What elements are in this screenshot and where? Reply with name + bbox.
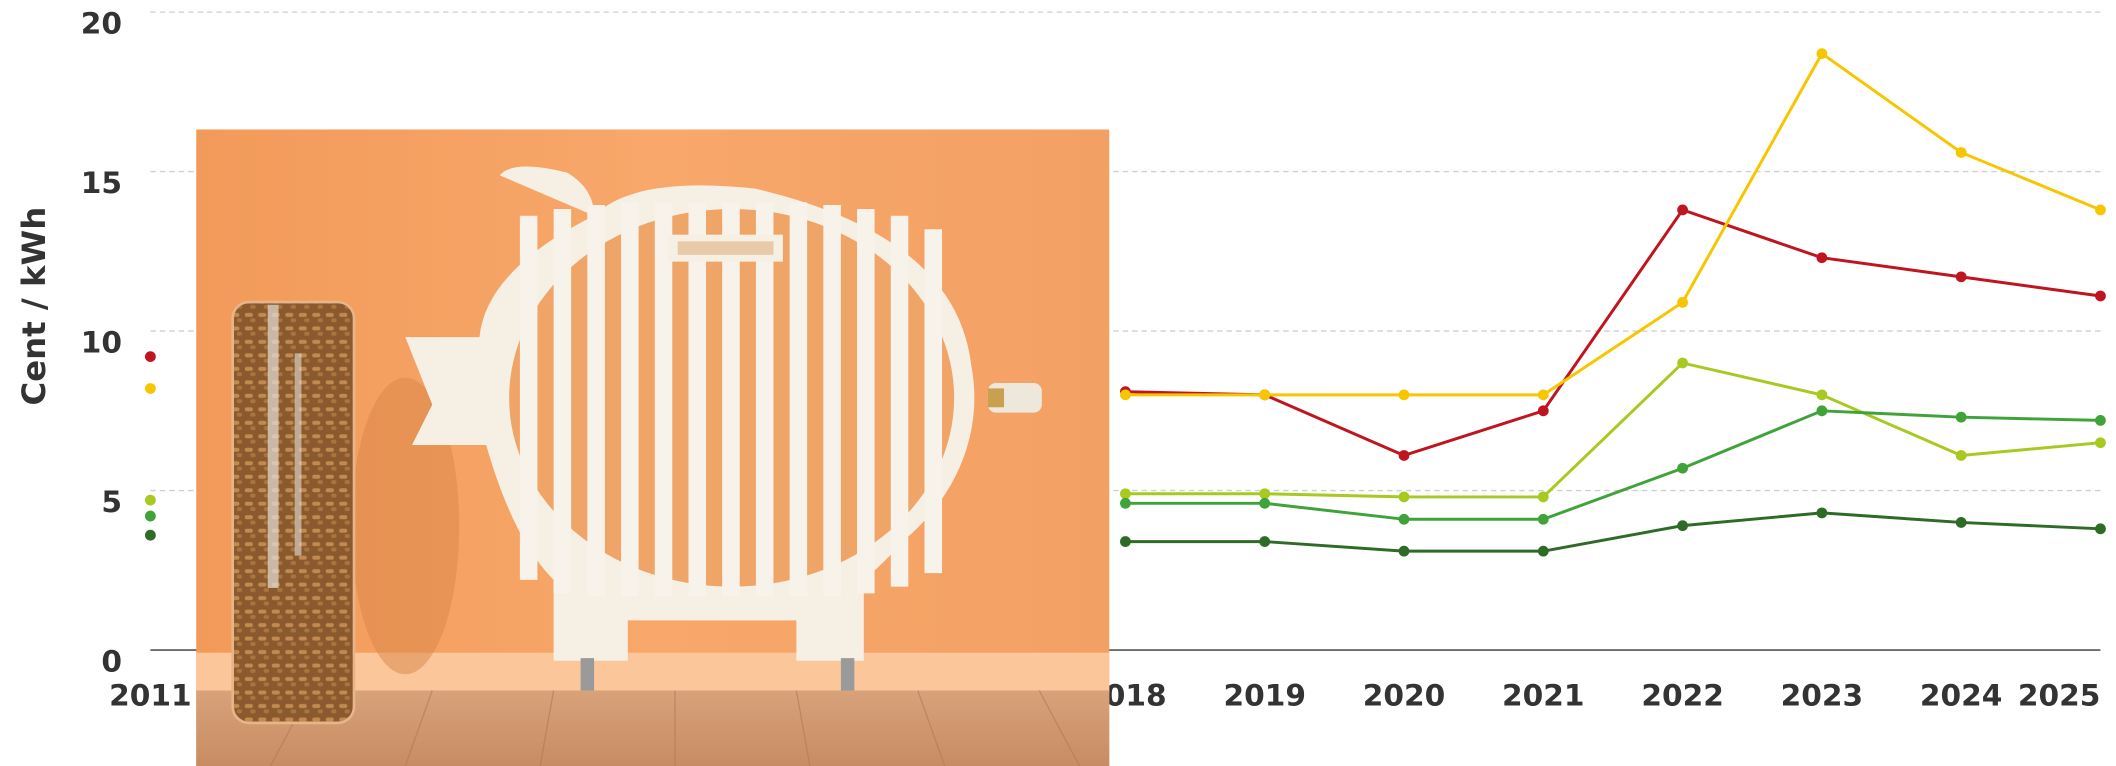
x-tick-label: 2011	[109, 677, 192, 712]
data-point	[1677, 296, 1688, 308]
y-tick-label: 20	[81, 6, 122, 41]
data-point	[1120, 497, 1131, 509]
data-point	[1677, 462, 1688, 474]
data-point	[1677, 357, 1688, 369]
data-point	[1816, 405, 1828, 417]
x-tick-label: 2020	[1363, 677, 1446, 712]
data-point	[2095, 523, 2106, 535]
data-point	[1398, 450, 1410, 461]
data-point	[1398, 491, 1410, 503]
x-tick-label: 2022	[1641, 677, 1724, 712]
photo	[196, 129, 1110, 766]
data-point	[1816, 507, 1828, 519]
data-point	[145, 383, 156, 394]
data-point	[1259, 536, 1271, 547]
data-point	[145, 510, 156, 522]
data-point	[1537, 405, 1549, 417]
data-point	[2095, 204, 2106, 216]
data-point	[1537, 513, 1549, 525]
data-point	[1537, 545, 1549, 557]
y-tick-label: 5	[101, 484, 122, 519]
data-point	[1398, 513, 1410, 525]
y-tick-label: 0	[101, 644, 122, 679]
data-point	[145, 494, 156, 506]
data-point	[1955, 517, 1967, 528]
data-point	[1398, 389, 1410, 401]
data-point	[2095, 290, 2106, 302]
y-tick-label: 10	[81, 325, 122, 360]
data-point	[1955, 147, 1967, 158]
data-point	[145, 351, 156, 362]
series-line	[1125, 361, 2101, 499]
series-line	[1125, 208, 2101, 458]
data-point	[1259, 389, 1271, 401]
data-point	[1259, 497, 1271, 509]
data-point	[2095, 414, 2106, 426]
x-tick-label: 2025	[2018, 677, 2101, 712]
data-point	[1677, 520, 1688, 532]
data-point	[1120, 536, 1131, 547]
data-point	[1120, 389, 1131, 401]
data-point	[2095, 437, 2106, 449]
data-point	[1955, 271, 1967, 283]
data-point	[1816, 389, 1828, 401]
data-point	[1120, 488, 1131, 500]
data-point	[1955, 450, 1967, 461]
data-point	[1537, 491, 1549, 503]
series-line	[1125, 511, 2101, 553]
data-point	[1955, 411, 1967, 423]
data-point	[1816, 252, 1828, 264]
data-point	[1537, 389, 1549, 401]
data-point	[1398, 545, 1410, 557]
y-tick-label: 15	[81, 165, 122, 200]
data-point	[1816, 48, 1828, 59]
x-tick-label: 2024	[1920, 677, 2003, 712]
data-point	[145, 529, 156, 541]
y-axis-label: Cent / kWh	[15, 207, 53, 406]
x-tick-label: 2023	[1781, 677, 1864, 712]
data-point	[1677, 204, 1688, 216]
series-line	[1125, 51, 2102, 397]
x-tick-label: 2019	[1223, 677, 1306, 712]
data-point	[1259, 488, 1271, 500]
series-line	[1125, 409, 2101, 521]
x-tick-label: 2021	[1502, 677, 1585, 712]
